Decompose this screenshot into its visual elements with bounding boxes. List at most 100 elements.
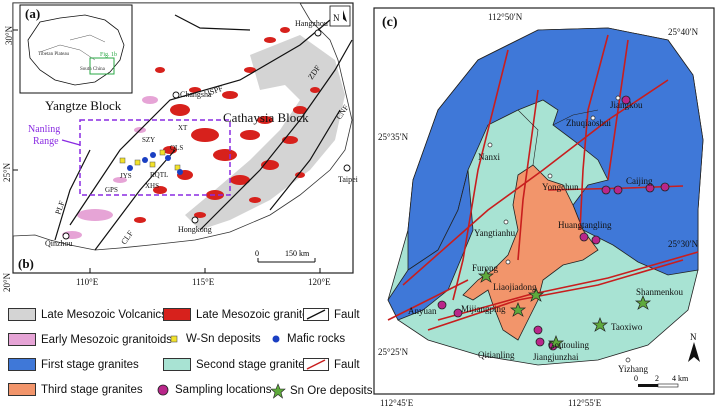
label-nanling-1: Nanling	[28, 124, 60, 135]
legend-first-stage: First stage granites	[41, 358, 139, 371]
swatch-first-stage	[8, 358, 36, 371]
label-rqtl: RQTL	[150, 171, 168, 179]
svg-text:2: 2	[655, 374, 659, 383]
coord-left-lat-1: 25°35′N	[378, 132, 409, 142]
w-sn-deposit-icon	[170, 335, 178, 343]
lat-30: 30°N	[4, 25, 14, 45]
nanling-arrow	[61, 139, 81, 146]
label-hangzhou: Hangzhou	[295, 19, 328, 28]
fault-ne-2	[427, 259, 684, 331]
first-stage-granite-west	[387, 169, 474, 321]
ore-deposit-stars	[477, 268, 652, 350]
label-yongchun: Yongchun	[542, 182, 579, 192]
coord-left-lat-2: 25°25′N	[378, 347, 409, 357]
sn-ore-deposit-icon	[270, 383, 286, 399]
label-taipei: Taipei	[338, 175, 359, 184]
label-yizhang: Yizhang	[618, 364, 648, 374]
label-nanxi: Nanxi	[478, 152, 500, 162]
legend-late-granitoids: Late Mesozoic granitoids	[196, 308, 324, 321]
panel-a-label: (a)	[25, 6, 40, 21]
svg-text:4 km: 4 km	[672, 374, 689, 383]
svg-text:Tibetan Plateau: Tibetan Plateau	[38, 52, 70, 57]
mafic-rock-icon	[272, 335, 280, 343]
label-jiangkou: Jiangkou	[610, 100, 643, 110]
label-xt: XT	[178, 124, 188, 132]
label-anyuan: Anyuan	[408, 306, 437, 316]
fault-plf	[54, 149, 91, 241]
village-markers	[487, 95, 631, 363]
lat-20: 20°N	[2, 272, 12, 292]
lon-115: 115°E	[192, 277, 215, 287]
fault-zdf	[199, 39, 353, 231]
volcanic-belt	[185, 35, 345, 230]
label-yangtianhu: Yangtianhu	[474, 228, 516, 238]
label-szy: SZY	[142, 136, 155, 144]
fault-ns-4	[607, 39, 629, 181]
fault-red-icon	[303, 358, 329, 371]
label-cathaysia-block: Cathaysia Block	[223, 110, 309, 125]
city-markers	[62, 29, 351, 240]
coord-top-right-lat: 25°40′N	[668, 27, 699, 37]
label-jiangjunzhai: Jiangjunzhai	[533, 352, 579, 362]
nanling-range-box	[79, 119, 231, 196]
legend-mafic: Mafic rocks	[287, 333, 346, 345]
coord-top-lon: 112°50′N	[488, 12, 523, 22]
panel-b-label: (b)	[18, 256, 34, 271]
fault-ns-3	[517, 89, 539, 261]
inset-china-map: Fig. 1b Tibetan Plateau South China	[19, 4, 133, 94]
legend-ore: Sn Ore deposits	[290, 385, 373, 397]
north-arrow-a: N	[329, 5, 351, 27]
coord-right-lat: 25°30′N	[668, 239, 699, 249]
fault-ne-1	[402, 79, 669, 286]
legend: Late Mesozoic Volcanics Late Mesozoic gr…	[8, 300, 372, 406]
label-yangtze-block: Yangtze Block	[45, 98, 122, 113]
svg-text:Fig. 1b: Fig. 1b	[100, 52, 117, 58]
sampling-location-icon	[157, 384, 169, 396]
label-shanmenkou: Shanmenkou	[636, 287, 683, 297]
swatch-late-granitoids	[163, 308, 191, 321]
legend-sampling: Sampling locations	[175, 384, 272, 396]
swatch-third-stage	[8, 383, 36, 396]
label-qls: QLS	[170, 144, 183, 152]
legend-early-granitoids: Early Mesozoic granitoids	[41, 333, 173, 346]
sampling-points	[437, 95, 670, 351]
label-huangtangling: Huangtangling	[558, 220, 612, 230]
label-gps: GPS	[105, 186, 118, 194]
label-liaojiadong: Liaojiadong	[493, 282, 537, 292]
lon-110: 110°E	[76, 277, 99, 287]
label-zhuqiaoshui: Zhuqiaoshui	[566, 118, 611, 128]
lat-25: 25°N	[2, 162, 12, 182]
scale-bar-c: 0 2 4 km	[634, 374, 689, 388]
lon-120: 120°E	[308, 277, 331, 287]
legend-fault-2: Fault	[334, 358, 360, 371]
label-nanling-2: Range	[33, 136, 59, 147]
svg-text:South China: South China	[80, 67, 106, 72]
fault-ns-1	[452, 49, 509, 301]
regional-map: 30°N 25°N 20°N 110°E 115°E 120°E Changsh…	[2, 2, 359, 292]
faults-red	[387, 34, 699, 331]
fault-top	[174, 14, 251, 31]
label-hongkong: Hongkong	[178, 225, 212, 234]
swatch-second-stage	[163, 358, 191, 371]
label-mijiangping: Mijiangping	[461, 304, 506, 314]
svg-text:N: N	[690, 332, 697, 342]
label-qitianling: Qitianling	[478, 350, 515, 360]
panel-c-label: (c)	[382, 15, 398, 30]
legend-fault-1: Fault	[334, 308, 360, 321]
legend-w-sn: W-Sn deposits	[186, 333, 261, 345]
north-arrow-c: N	[688, 332, 700, 362]
label-furong: Furong	[472, 263, 499, 273]
scale-bar-a: 0 150 km	[255, 249, 316, 263]
label-xhs: XHS	[145, 182, 159, 190]
swatch-early-granitoids	[8, 333, 36, 346]
thin-contacts	[517, 109, 599, 166]
svg-text:0: 0	[255, 249, 259, 258]
mafic-rocks	[127, 152, 183, 175]
coord-bottom-lon-left: 112°45′E	[380, 398, 414, 408]
fault-ne-3	[437, 251, 699, 321]
label-jys: JYS	[120, 172, 132, 180]
label-taoxiwo: Taoxiwo	[611, 322, 643, 332]
svg-text:150 km: 150 km	[285, 249, 310, 258]
w-sn-deposits	[119, 149, 181, 171]
fault-cnf	[269, 109, 341, 211]
